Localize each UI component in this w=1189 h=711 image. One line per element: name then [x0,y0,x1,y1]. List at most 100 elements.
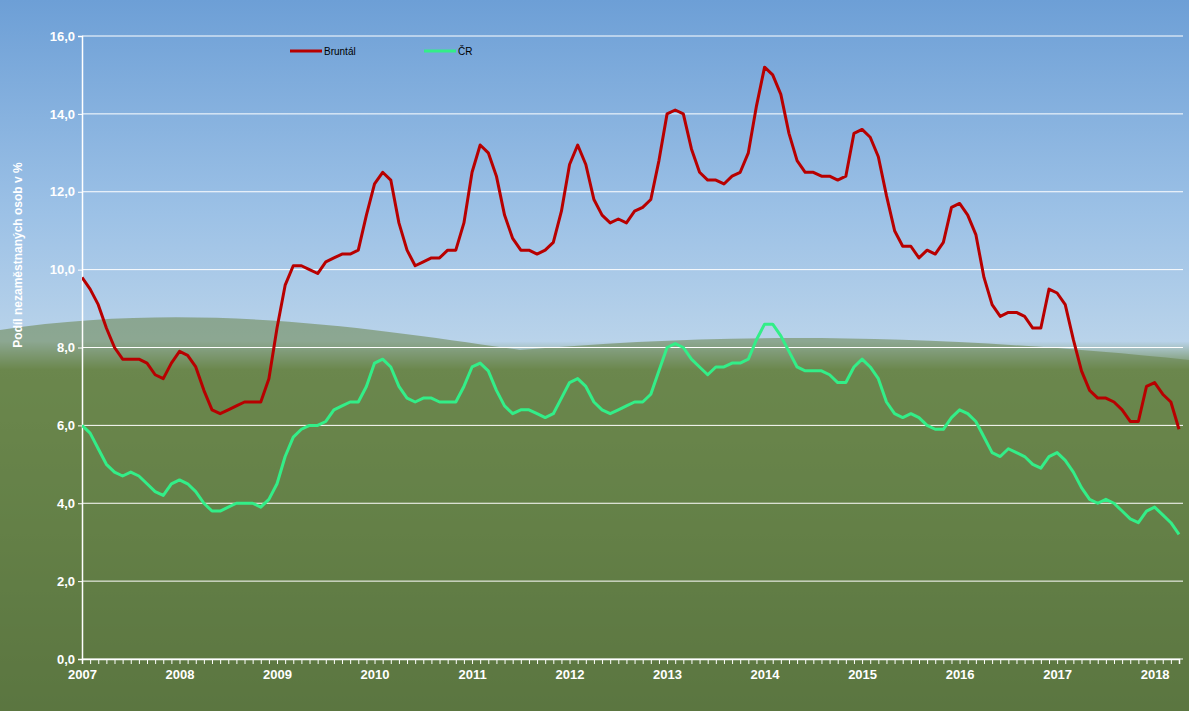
y-tick-mark [78,503,82,504]
x-tick-mark [480,659,481,664]
x-tick [886,659,887,664]
y-tick-label: 6,0 [57,418,75,433]
y-tick-label: 2,0 [57,574,75,589]
x-tick-mark [1049,659,1050,664]
x-tick-mark [635,659,636,664]
x-tick-mark [911,659,912,664]
legend-item: Bruntál [290,46,356,57]
x-tick [976,659,977,664]
legend: BruntálČR [290,45,472,57]
x-tick-mark [204,659,205,664]
y-tick-label: 8,0 [57,340,75,355]
x-tick-mark [529,659,530,664]
x-tick [756,659,757,664]
x-tick-mark [862,659,863,664]
x-tick [919,659,920,664]
x-tick [480,659,481,664]
x-tick [188,659,189,664]
x-tick [431,659,432,664]
x-tick-mark [813,659,814,664]
x-tick-mark [691,659,692,664]
x-tick [440,659,441,664]
x-tick [1049,659,1050,664]
x-tick [1041,659,1042,664]
x-tick-label: 2009 [263,667,292,682]
y-tick-mark [78,114,82,115]
y-tick-mark [78,192,82,193]
x-tick-mark [293,659,294,664]
x-tick [358,659,359,664]
x-tick-mark [878,659,879,664]
series-line [82,324,1179,534]
x-tick [1146,659,1147,664]
x-tick [220,659,221,664]
y-axis-line [78,37,83,660]
y-tick-label: 10,0 [50,262,75,277]
x-tick [212,659,213,664]
x-tick [1000,659,1001,664]
x-tick [301,659,302,664]
x-tick-mark [651,659,652,664]
y-tick-mark [78,348,82,349]
x-tick-mark [277,659,278,664]
x-tick-mark [951,659,952,664]
y-tick-mark [78,581,82,582]
x-tick-mark [245,659,246,664]
x-tick-mark [423,659,424,664]
x-tick-mark [366,659,367,664]
x-tick-mark [748,659,749,664]
x-tick [1138,659,1139,664]
x-tick [1016,659,1017,664]
x-tick-mark [789,659,790,664]
x-tick [464,659,465,664]
x-tick-mark [732,659,733,664]
x-tick [578,659,579,664]
x-tick-mark [131,659,132,664]
y-tick-mark [78,425,82,426]
x-tick [1171,659,1172,664]
x-tick-mark [935,659,936,664]
x-tick [708,659,709,664]
x-tick-mark [269,659,270,664]
legend-swatch [424,50,456,53]
x-tick [813,659,814,664]
x-tick [399,659,400,664]
y-tick-label: 12,0 [50,184,75,199]
grid-line [82,36,1183,37]
x-tick-mark [1179,659,1180,664]
x-tick: 2011 [458,659,486,682]
y-tick: 14,0 [50,107,82,122]
x-tick-mark [854,659,855,664]
x-tick [984,659,985,664]
x-tick [269,659,270,664]
x-tick [651,659,652,664]
x-tick-mark [781,659,782,664]
x-tick-mark [171,659,172,664]
x-tick [878,659,879,664]
x-tick [1098,659,1099,664]
x-tick-mark [301,659,302,664]
x-tick [253,659,254,664]
x-tick-mark [984,659,985,664]
background [0,0,1189,711]
x-tick [927,659,928,664]
x-tick [1163,659,1164,664]
x-tick [326,659,327,664]
x-tick-mark [586,659,587,664]
x-tick-mark [545,659,546,664]
x-tick [90,659,91,664]
x-tick-mark [496,659,497,664]
x-tick [293,659,294,664]
x-tick-mark [415,659,416,664]
x-tick [537,659,538,664]
y-tick-label: 14,0 [50,107,75,122]
x-tick-mark [448,659,449,664]
x-tick [724,659,725,664]
x-tick-label: 2015 [848,667,877,682]
x-tick-mark [1025,659,1026,664]
x-tick [821,659,822,664]
y-tick: 6,0 [57,418,82,433]
x-tick-label: 2008 [166,667,195,682]
x-tick [513,659,514,664]
x-tick [830,659,831,664]
